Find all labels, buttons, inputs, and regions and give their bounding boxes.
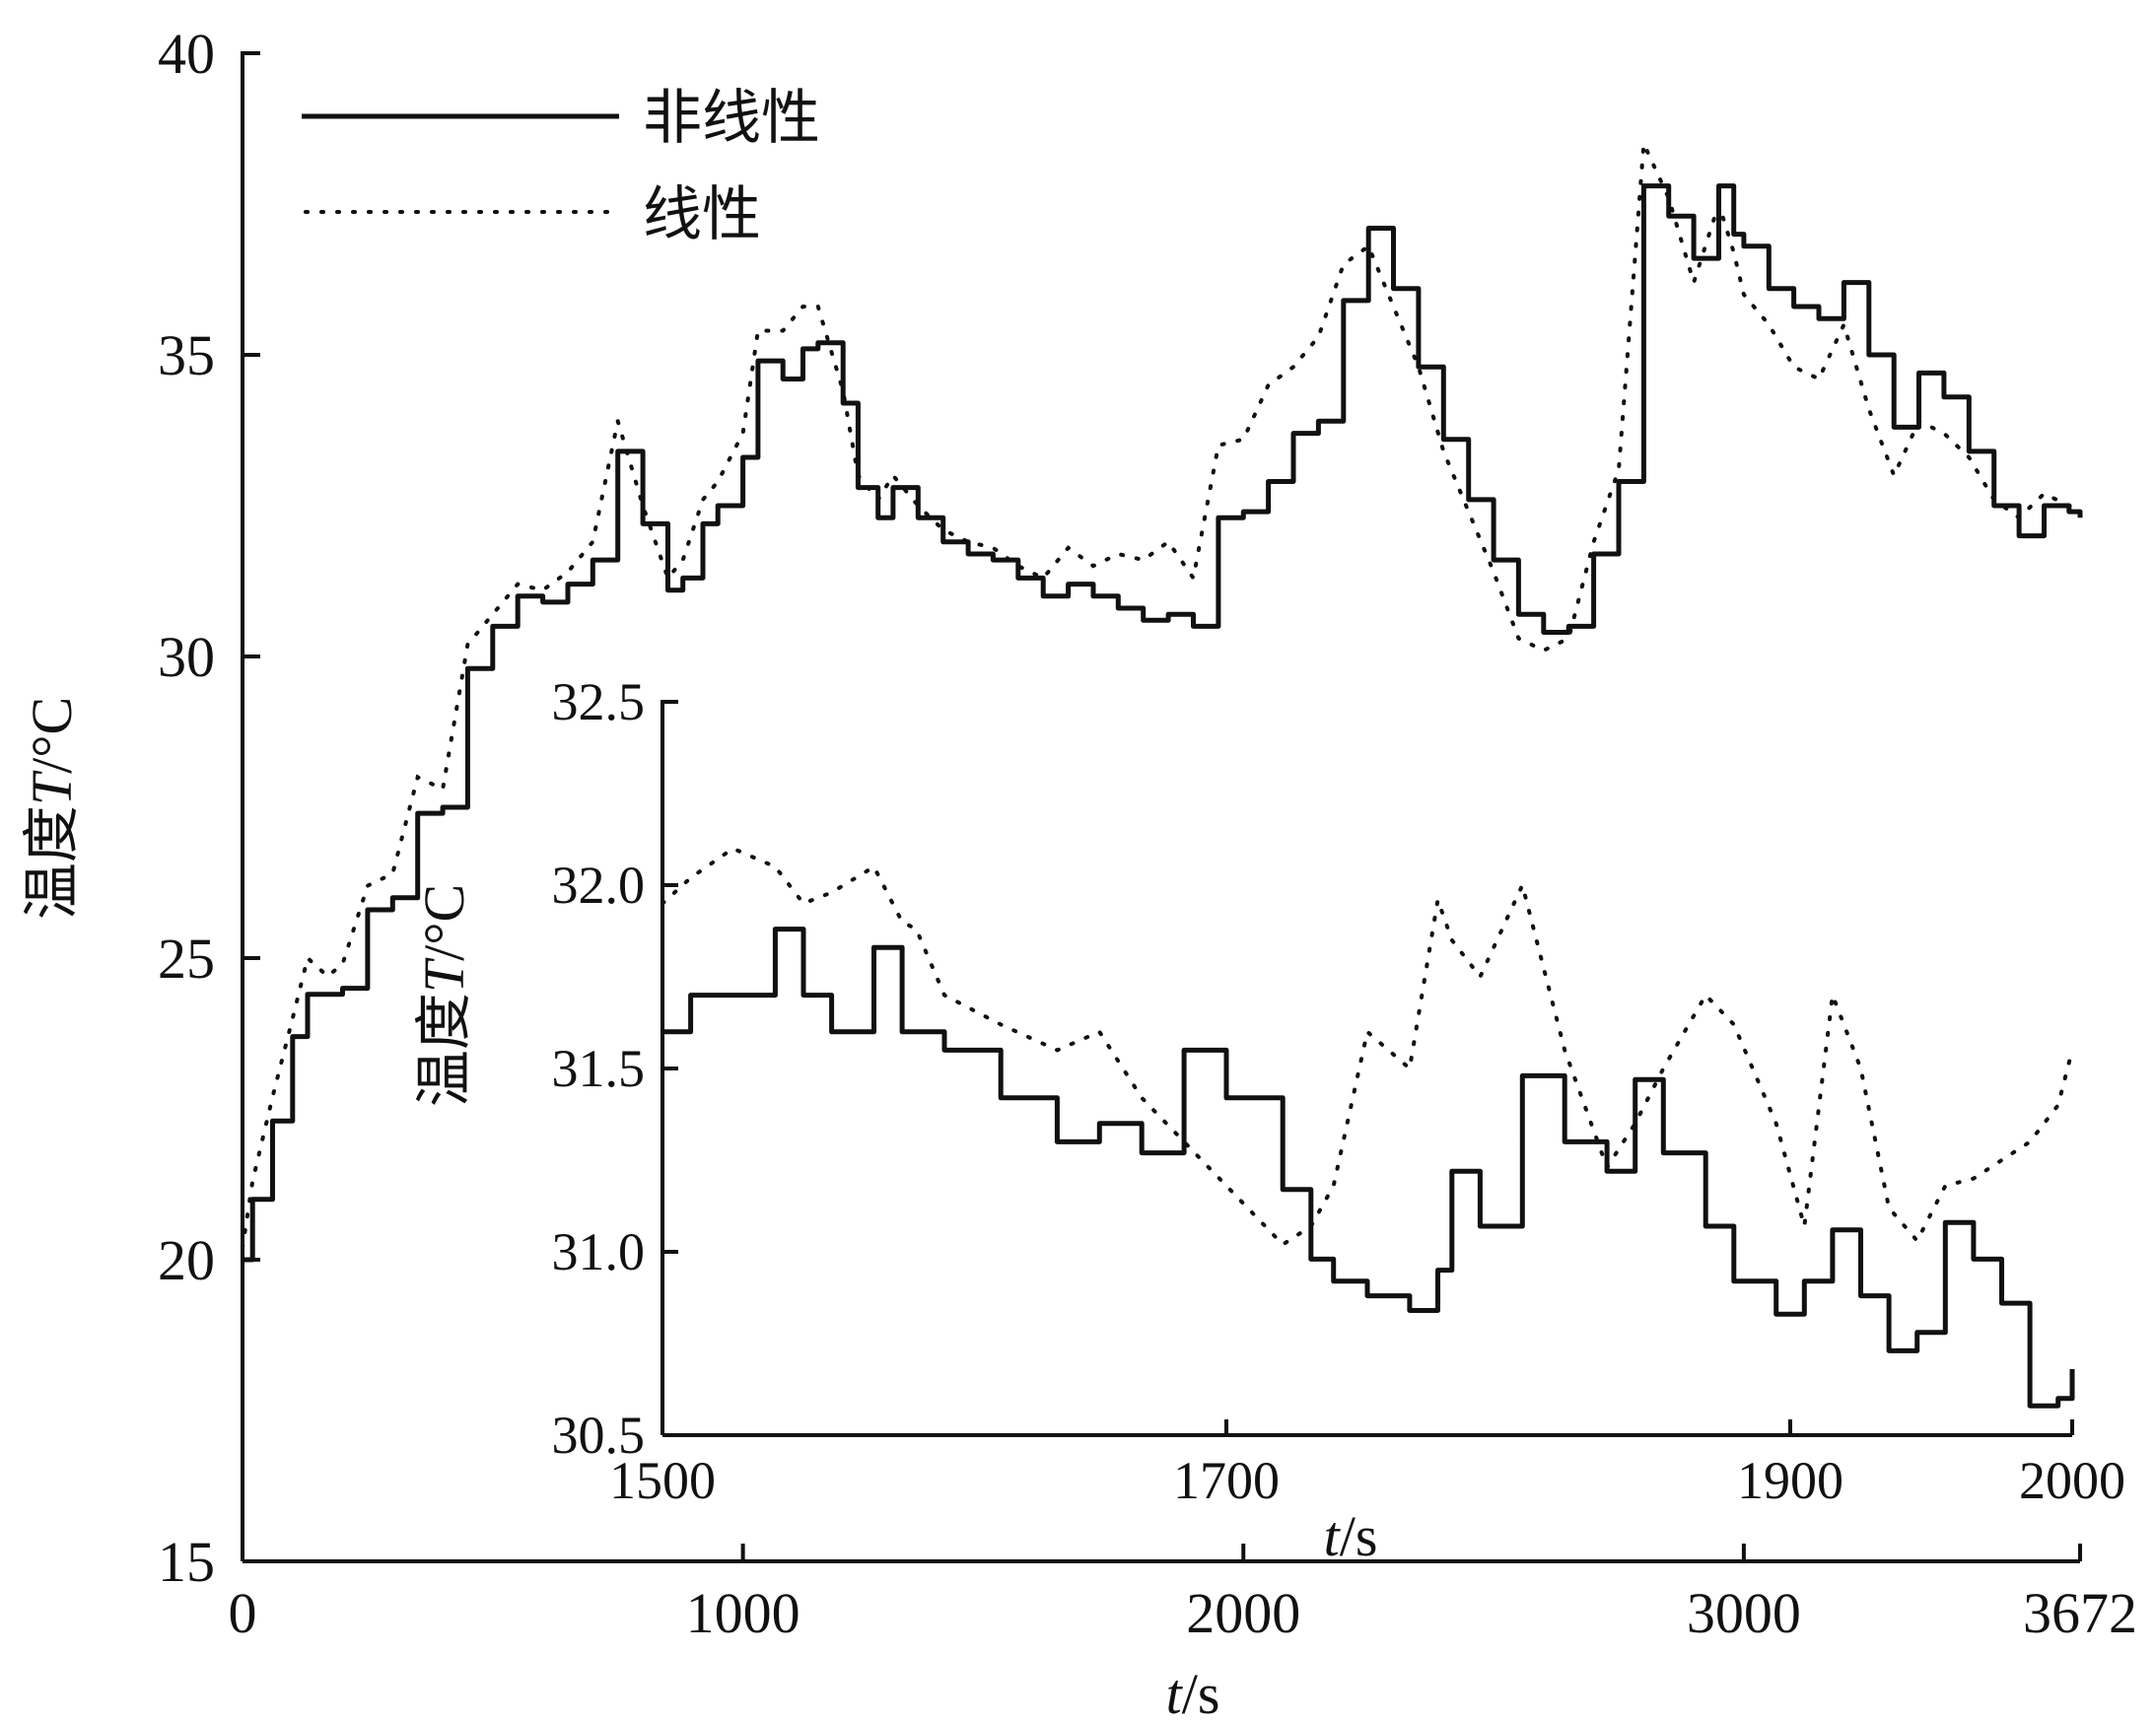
inset-background (662, 695, 2072, 1483)
legend-label-linear: 线性 (643, 180, 761, 249)
main-x-tick-label: 3672 (2023, 1581, 2137, 1645)
inset-x-axis-unit: /s (1340, 1504, 1378, 1568)
inset-y-tick-label: 32.0 (552, 856, 646, 915)
inset-y-tick-label: 30.5 (552, 1406, 646, 1465)
main-y-tick-label: 20 (158, 1228, 215, 1292)
main-y-tick-label: 25 (158, 927, 215, 991)
main-x-tick-label: 2000 (1186, 1581, 1300, 1645)
inset-x-tick-label: 2000 (2019, 1451, 2125, 1510)
main-y-axis-title: 温度T/°C (20, 697, 84, 920)
inset-x-tick-label: 1500 (609, 1451, 716, 1510)
inset-x-tick-label: 1900 (1737, 1451, 1843, 1510)
inset-y-tick-label: 31.5 (552, 1039, 646, 1098)
main-x-ticks: 0 1000 2000 3000 3672 (229, 1544, 2137, 1645)
inset-x-axis-title: t/s (1324, 1504, 1378, 1568)
inset-y-axis-title: 温度T/°C (412, 884, 476, 1107)
main-x-axis-var: t (1166, 1662, 1184, 1722)
series-nonlinear-line (243, 183, 2083, 1263)
main-y-tick-label: 30 (158, 625, 215, 689)
inset-y-tick-label: 31.0 (552, 1222, 646, 1281)
main-x-axis-title: t/s (1166, 1662, 1220, 1722)
inset-x-axis-var: t (1324, 1504, 1342, 1568)
main-y-axis-unit: /°C (20, 697, 84, 774)
main-y-axis-prefix: 温度 (20, 805, 84, 920)
inset-y-tick-label: 32.5 (552, 672, 646, 731)
main-y-tick-label: 40 (158, 22, 215, 86)
legend-label-nonlinear: 非线性 (643, 84, 820, 153)
inset-y-axis-unit: /°C (412, 884, 476, 961)
main-y-tick-label: 35 (158, 323, 215, 387)
main-y-axis-var: T (20, 770, 84, 805)
inset-x-ticks: 1500 1700 1900 2000 (609, 1419, 2125, 1510)
inset-y-axis-prefix: 温度 (412, 993, 476, 1107)
legend: 非线性 线性 (302, 84, 820, 249)
inset-series-nonlinear-line (662, 927, 2075, 1409)
main-x-tick-label: 3000 (1687, 1581, 1801, 1645)
inset-y-axis-var: T (412, 957, 476, 993)
main-x-tick-label: 1000 (686, 1581, 800, 1645)
inset-y-ticks: 30.5 31.0 31.5 32.0 32.5 (552, 672, 678, 1465)
inset-x-tick-label: 1700 (1173, 1451, 1280, 1510)
main-y-ticks: 15 20 25 30 35 40 (158, 22, 260, 1594)
inset-plot: 30.531.031.532.032.5 1500 1700 1900 2000 t/… (412, 672, 2125, 1568)
main-x-tick-label: 0 (229, 1581, 257, 1645)
main-x-axis-unit: /s (1182, 1662, 1220, 1722)
main-y-tick-label: 15 (158, 1530, 215, 1594)
